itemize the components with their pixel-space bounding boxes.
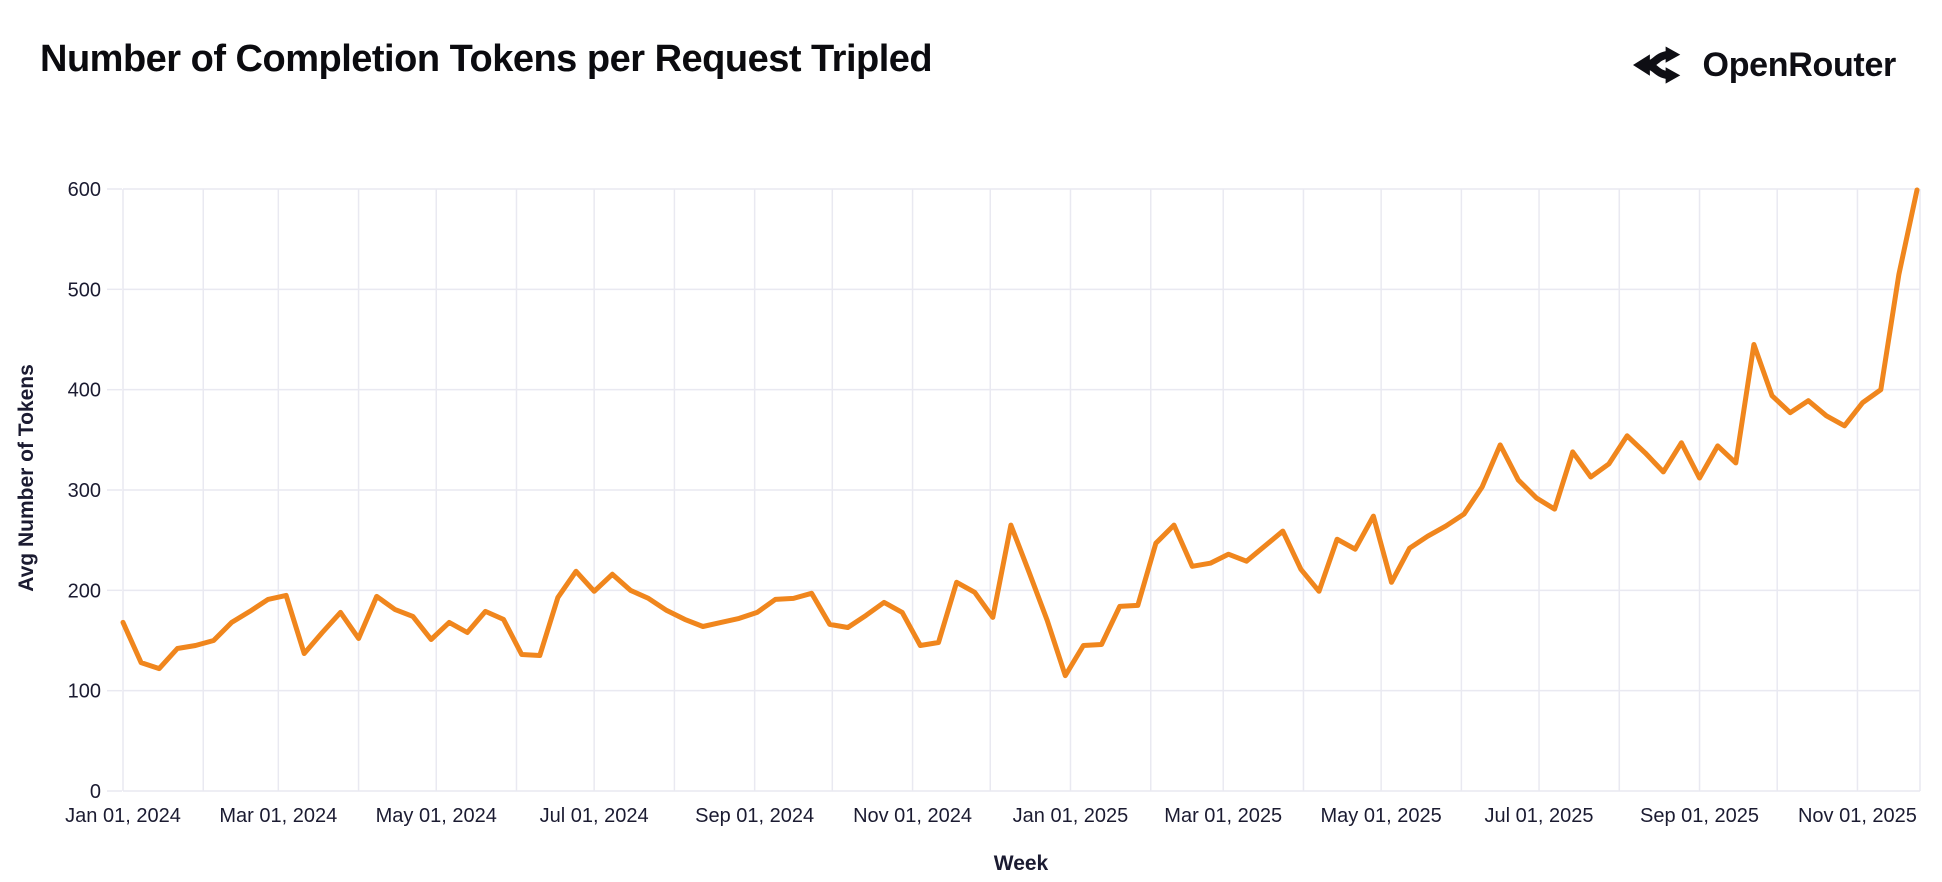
x-tick-label: Sep 01, 2025	[1640, 805, 1759, 827]
x-tick-label: Nov 01, 2025	[1798, 805, 1917, 827]
x-tick-label: May 01, 2025	[1321, 805, 1442, 827]
x-tick-label: May 01, 2024	[376, 805, 497, 827]
x-tick-label: Sep 01, 2024	[695, 805, 814, 827]
y-tick-label: 500	[68, 279, 101, 301]
y-tick-label: 200	[68, 580, 101, 602]
y-tick-label: 0	[90, 781, 101, 803]
page-header: Number of Completion Tokens per Request …	[0, 0, 1942, 110]
y-axis-title: Avg Number of Tokens	[15, 364, 38, 592]
x-tick-label: Jul 01, 2024	[540, 805, 649, 827]
x-tick-label: Jul 01, 2025	[1485, 805, 1594, 827]
x-tick-label: Jan 01, 2024	[65, 805, 181, 827]
data-series-line	[120, 187, 1920, 679]
x-tick-label: Mar 01, 2024	[219, 805, 337, 827]
x-axis-title: Week	[993, 852, 1049, 875]
y-tick-label: 600	[68, 179, 101, 201]
x-tick-label: Nov 01, 2024	[853, 805, 972, 827]
x-tick-label: Jan 01, 2025	[1013, 805, 1129, 827]
openrouter-logo: OpenRouter	[1632, 38, 1897, 92]
y-tick-label: 400	[68, 380, 101, 402]
x-tick-label: Mar 01, 2025	[1164, 805, 1282, 827]
openrouter-icon	[1632, 42, 1687, 88]
y-tick-label: 300	[68, 480, 101, 502]
openrouter-brand-name: OpenRouter	[1702, 45, 1897, 84]
page-title: Number of Completion Tokens per Request …	[40, 38, 933, 80]
y-tick-label: 100	[68, 681, 101, 703]
